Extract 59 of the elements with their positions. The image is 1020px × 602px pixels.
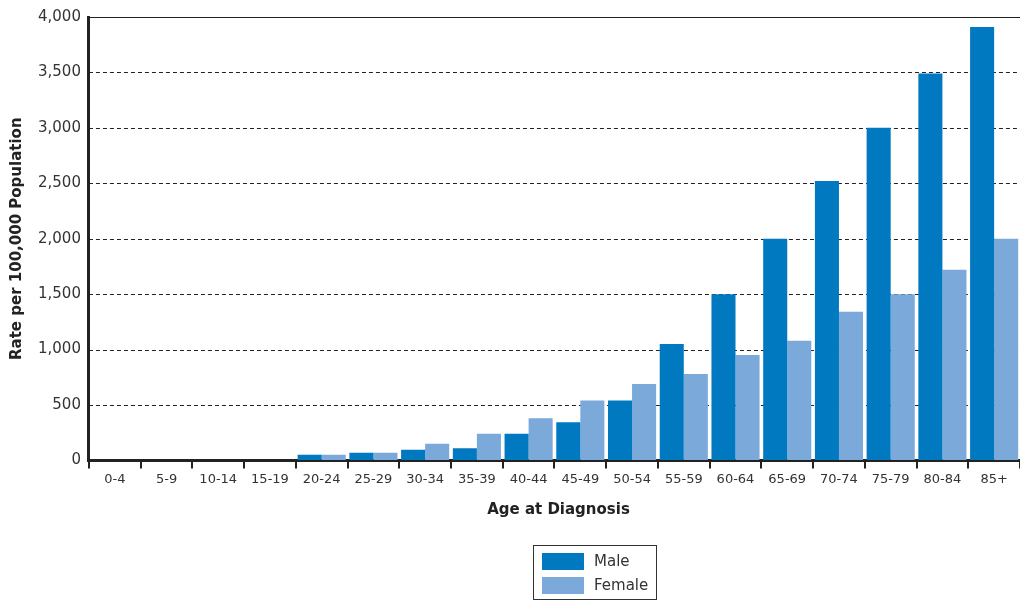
bar <box>401 449 426 460</box>
bar <box>349 452 374 460</box>
x-tick-label: 30-34 <box>406 470 445 486</box>
y-tick-label: 1,000 <box>37 339 81 358</box>
x-tick-label: 5-9 <box>155 470 178 486</box>
y-tick-label: 2,500 <box>37 173 81 192</box>
y-tick-label: 3,500 <box>37 62 81 81</box>
bar <box>659 344 684 460</box>
y-tick-label: 0 <box>71 450 81 469</box>
x-tick-label: 40-44 <box>509 470 548 486</box>
bar <box>556 422 581 460</box>
bar <box>787 340 812 460</box>
bar <box>580 400 605 460</box>
x-tick-label: 15-19 <box>251 470 289 486</box>
bar <box>735 355 760 460</box>
x-tick-label: 70-74 <box>820 470 858 486</box>
x-tick-label: 55-59 <box>664 470 703 486</box>
bar <box>814 181 839 460</box>
bar <box>476 433 501 460</box>
y-tick-label: 500 <box>52 394 81 413</box>
x-tick-label: 75-79 <box>871 470 910 486</box>
x-tick-label: 10-14 <box>199 470 238 486</box>
bar <box>321 454 346 460</box>
x-tick-label: 60-64 <box>716 470 755 486</box>
bar <box>452 448 477 460</box>
y-tick-label: 2,000 <box>37 228 81 247</box>
bar <box>918 73 943 460</box>
legend-label: Male <box>594 552 630 570</box>
x-tick-label: 65-69 <box>768 470 807 486</box>
x-tick-label: 45-49 <box>561 470 600 486</box>
bar <box>504 433 529 460</box>
bar <box>683 373 708 460</box>
y-tick-label: 1,500 <box>37 284 81 303</box>
bar <box>942 269 967 460</box>
bar <box>711 294 736 460</box>
y-tick-label: 3,000 <box>37 117 81 136</box>
x-tick-label: 20-24 <box>302 470 341 486</box>
bar <box>970 26 995 460</box>
bar <box>528 418 553 460</box>
y-tick-label: 4,000 <box>37 6 81 25</box>
x-axis-title: Age at Diagnosis <box>486 500 631 518</box>
bar <box>297 454 322 460</box>
bar <box>763 238 788 460</box>
bar <box>866 127 891 460</box>
bar <box>994 238 1019 460</box>
x-tick-label: 25-29 <box>354 470 393 486</box>
x-tick-label: 50-54 <box>613 470 651 486</box>
y-axis-title: Rate per 100,000 Population <box>6 117 25 360</box>
legend-label: Female <box>594 576 649 594</box>
bar <box>632 383 657 460</box>
bar <box>890 294 915 460</box>
x-tick-label: 35-39 <box>457 470 496 486</box>
bar <box>425 443 450 460</box>
bar <box>838 311 864 460</box>
bar <box>608 400 633 460</box>
x-tick-label: 85+ <box>980 470 1008 486</box>
bar <box>373 452 398 460</box>
x-tick-label: 80-84 <box>923 470 962 486</box>
x-tick-label: 0-4 <box>104 470 126 486</box>
